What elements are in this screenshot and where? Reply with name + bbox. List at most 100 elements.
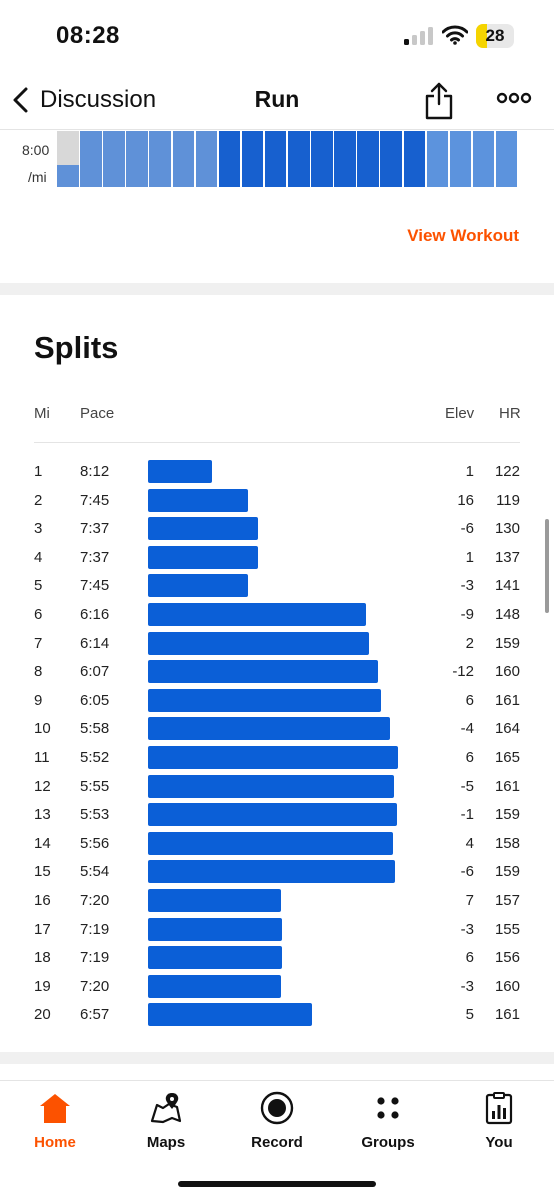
split-mile: 10: [34, 720, 51, 738]
table-row: 10 5:58 -4 164: [0, 715, 554, 743]
split-pace: 6:07: [80, 663, 110, 681]
split-heart-rate: 160: [494, 663, 520, 681]
column-hr: HR: [499, 405, 521, 422]
split-pace: 5:52: [80, 749, 110, 766]
home-indicator: [178, 1181, 376, 1187]
split-mile: 20: [34, 1006, 51, 1024]
home-icon: [40, 1094, 70, 1123]
split-pace-bar: [148, 860, 396, 884]
split-elevation: -12: [452, 663, 474, 681]
split-elevation: -6: [460, 520, 474, 538]
table-row: 5 7:45 -3 141: [0, 572, 554, 600]
split-pace: 5:54: [80, 863, 110, 881]
table-row: 18 7:19 6 156: [0, 944, 554, 972]
table-row: 1 8:12 1 122: [0, 458, 554, 486]
cellular-signal-icon: [404, 27, 434, 45]
table-row: 11 5:52 6 165: [0, 744, 554, 772]
tab-you[interactable]: You: [444, 1081, 554, 1161]
pace-chart-bar: [241, 131, 264, 187]
pace-chart: 8:00 /mi: [0, 131, 554, 187]
column-pace: Pace: [80, 405, 115, 422]
split-mile: 11: [34, 749, 50, 766]
tab-label: Record: [251, 1134, 303, 1151]
pace-chart-fill: [57, 165, 79, 187]
split-mile: 13: [34, 806, 51, 824]
split-mile: 19: [34, 977, 51, 995]
battery-icon: 28: [476, 24, 514, 48]
back-button[interactable]: Discussion: [10, 80, 156, 120]
split-elevation: 6: [465, 691, 474, 709]
split-mile: 7: [34, 634, 43, 652]
split-mile: 17: [34, 920, 51, 938]
tab-maps[interactable]: Maps: [111, 1081, 221, 1161]
table-row: 15 5:54 -6 159: [0, 858, 554, 886]
split-mile: 18: [34, 949, 51, 967]
split-heart-rate: 137: [494, 548, 520, 566]
column-mi: Mi: [34, 405, 50, 422]
split-elevation: -5: [460, 777, 474, 795]
split-elevation: 6: [465, 949, 474, 967]
table-row: 19 7:20 -3 160: [0, 973, 554, 1001]
split-elevation: 5: [465, 1006, 474, 1024]
split-pace: 7:19: [80, 949, 110, 967]
split-pace: 5:55: [80, 777, 110, 795]
back-label: Discussion: [40, 86, 157, 113]
split-pace-bar: [148, 803, 397, 827]
table-row: 16 7:20 7 157: [0, 887, 554, 915]
table-row: 9 6:05 6 161: [0, 687, 554, 715]
split-pace-bar: [148, 603, 367, 626]
split-pace: 5:58: [80, 720, 110, 738]
split-mile: 9: [34, 691, 43, 709]
header-divider: [34, 442, 520, 443]
tab-home[interactable]: Home: [0, 1081, 110, 1161]
pace-chart-bar: [149, 131, 171, 187]
split-elevation: 4: [465, 834, 474, 852]
view-workout-link[interactable]: View Workout: [407, 226, 519, 245]
split-pace-bar: [148, 488, 248, 512]
split-pace: 7:37: [80, 548, 110, 566]
chevron-left-icon: [13, 87, 28, 113]
section-divider: [0, 1052, 554, 1064]
split-heart-rate: 155: [494, 920, 520, 938]
split-elevation: -9: [460, 606, 474, 623]
status-bar: 08:28 28: [0, 0, 554, 70]
split-heart-rate: 159: [494, 863, 520, 881]
pace-chart-bar: [195, 131, 218, 187]
split-pace-bar: [148, 460, 212, 483]
split-elevation: 16: [457, 491, 474, 509]
more-icon[interactable]: [496, 84, 532, 112]
split-pace: 6:14: [80, 634, 110, 652]
wifi-icon: [442, 25, 468, 45]
column-elev: Elev: [445, 405, 475, 422]
table-row: 2 7:45 16 119: [0, 487, 554, 515]
split-elevation: -6: [460, 863, 474, 881]
table-row: 3 7:37 -6 130: [0, 515, 554, 543]
pace-chart-bar: [80, 131, 102, 187]
split-pace: 7:20: [80, 977, 110, 995]
split-heart-rate: 130: [494, 520, 520, 538]
split-pace-bar: [148, 946, 283, 970]
table-row: 4 7:37 1 137: [0, 544, 554, 572]
split-heart-rate: 160: [494, 977, 520, 995]
split-elevation: 7: [465, 892, 474, 909]
split-heart-rate: 148: [494, 606, 520, 623]
table-row: 8 6:07 -12 160: [0, 658, 554, 686]
split-mile: 6: [34, 606, 43, 623]
tab-bar: Home Maps Record Groups: [0, 1080, 554, 1200]
pace-chart-bar: [403, 131, 426, 187]
scrollbar[interactable]: [545, 519, 549, 613]
split-elevation: -3: [460, 977, 474, 995]
section-divider: [0, 283, 554, 295]
share-icon[interactable]: [424, 80, 454, 120]
tab-label: Home: [34, 1134, 76, 1151]
battery-level: 28: [485, 26, 505, 45]
split-elevation: -3: [460, 920, 474, 938]
tab-record[interactable]: Record: [222, 1081, 332, 1161]
tab-groups[interactable]: Groups: [333, 1081, 443, 1161]
split-heart-rate: 161: [494, 691, 520, 709]
split-pace: 6:05: [80, 691, 110, 709]
split-pace-bar: [148, 660, 379, 684]
split-pace: 6:16: [80, 606, 110, 623]
split-mile: 3: [34, 520, 43, 538]
pace-chart-bars: [57, 131, 519, 187]
